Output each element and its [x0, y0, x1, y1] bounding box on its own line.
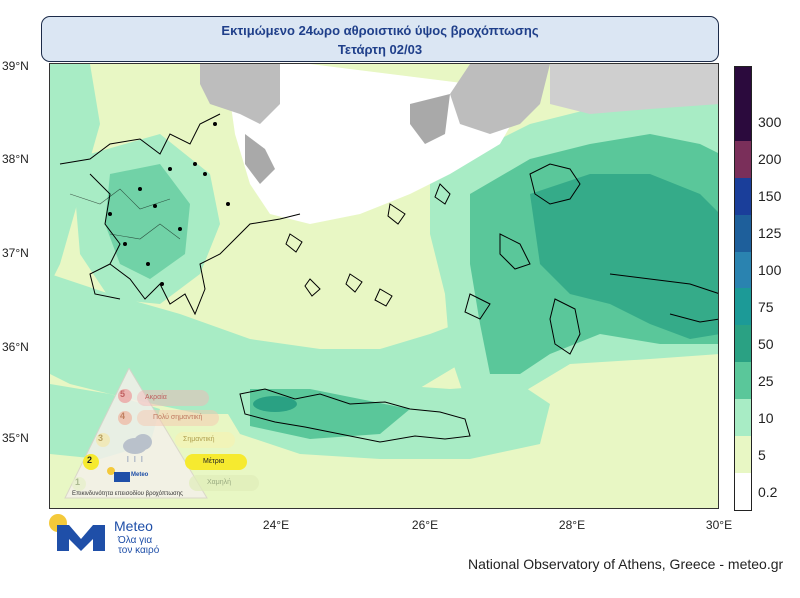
- colorbar-label: 75: [758, 298, 774, 315]
- meteo-logo: [49, 514, 105, 551]
- colorbar-segment: [735, 472, 751, 510]
- colorbar-label: 0.2: [758, 483, 778, 500]
- meteo-m-icon: [57, 525, 105, 551]
- risk-label-extreme: Ακραία: [145, 394, 167, 401]
- land-grey-north: [200, 64, 280, 124]
- risk-label-very-significant: Πολύ σημαντική: [153, 414, 203, 421]
- lon-label-30: 30°E: [705, 518, 733, 532]
- credit-text: National Observatory of Athens, Greece -…: [468, 556, 784, 572]
- lon-label-28: 28°E: [558, 518, 586, 532]
- map-title-box: Εκτιμώμενο 24ωρο αθροιστικό ύψος βροχόπτ…: [41, 16, 719, 62]
- colorbar-segment: [735, 251, 751, 289]
- colorbar-segment: [735, 436, 751, 473]
- colorbar-segment: [735, 177, 751, 215]
- colorbar-segment: [735, 288, 751, 326]
- risk-triangle: [64, 368, 208, 499]
- coastlines: [59, 113, 718, 443]
- precip-colorbar: [734, 66, 752, 511]
- logo-tagline-2: τον καιρό: [118, 545, 160, 556]
- colorbar-label: 200: [758, 151, 782, 168]
- lat-label-38: 38°N: [2, 152, 29, 166]
- colorbar-label: 10: [758, 409, 774, 426]
- colorbar-segment: [735, 325, 751, 363]
- legend-brand: Meteo: [131, 472, 149, 478]
- lat-label-35: 35°N: [2, 431, 29, 445]
- colorbar-label: 300: [758, 114, 782, 131]
- risk-label-moderate: Μέτρια: [203, 458, 225, 465]
- logo-brand: Meteo: [114, 518, 153, 534]
- lat-label-36: 36°N: [2, 340, 29, 354]
- colorbar-segment-top: [735, 67, 751, 104]
- risk-level-3: 3: [98, 433, 104, 443]
- precip-zone-south: [50, 274, 470, 414]
- lat-label-39: 39°N: [2, 59, 29, 73]
- colorbar-segment: [735, 399, 751, 437]
- city-dots: [108, 122, 230, 286]
- risk-level-5: 5: [120, 389, 126, 399]
- risk-level-2: 2: [87, 455, 93, 465]
- risk-legend: 5 4 3 2 1 Ακραία Πολύ σημαντική Σημαντικ…: [57, 368, 273, 508]
- meteo-mini-logo: [107, 467, 130, 482]
- logo-tagline: Όλα για τον καιρό: [118, 536, 159, 556]
- risk-level-4: 4: [120, 411, 126, 421]
- risk-label-significant: Σημαντική: [183, 436, 215, 443]
- colorbar-label: 150: [758, 188, 782, 205]
- colorbar-label: 5: [758, 446, 766, 463]
- colorbar-label: 50: [758, 335, 774, 352]
- logo-tagline-1: Όλα για: [118, 535, 153, 546]
- colorbar-segment: [735, 140, 751, 178]
- lon-label-26: 26°E: [411, 518, 439, 532]
- colorbar-segment: [735, 103, 751, 141]
- colorbar-label: 25: [758, 372, 774, 389]
- risk-label-low: Χαμηλή: [207, 479, 232, 486]
- map-date: Τετάρτη 02/03: [337, 42, 423, 57]
- map-title: Εκτιμώμενο 24ωρο αθροιστικό ύψος βροχόπτ…: [221, 23, 539, 38]
- risk-level-1: 1: [75, 477, 81, 487]
- lon-label-24: 24°E: [262, 518, 290, 532]
- colorbar-label: 125: [758, 225, 782, 242]
- precip-zone-west: [50, 64, 100, 284]
- cloud-rain-icon: [123, 434, 152, 462]
- lat-label-37: 37°N: [2, 246, 29, 260]
- colorbar-label: 100: [758, 262, 782, 279]
- colorbar-segment: [735, 362, 751, 400]
- legend-caption: Επικινδυνότητα επεισοδίου βροχόπτωσης: [72, 491, 183, 497]
- colorbar-segment: [735, 214, 751, 252]
